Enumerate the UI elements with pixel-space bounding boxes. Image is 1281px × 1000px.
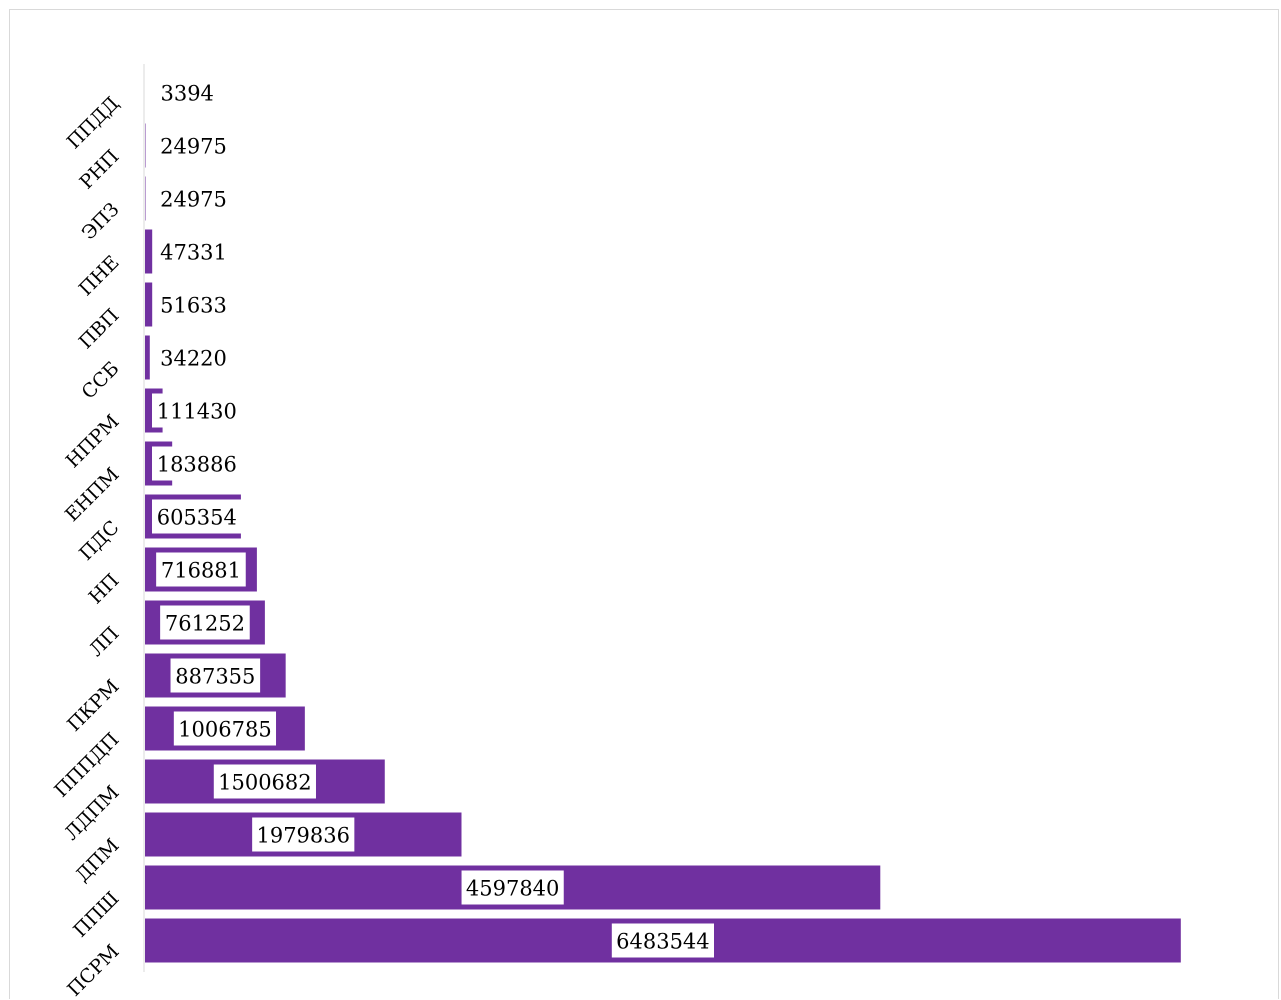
category-label-9: НП	[85, 569, 124, 608]
value-label-9: 716881	[161, 559, 241, 583]
value-label-14: 1979836	[256, 824, 350, 848]
value-label-10: 761252	[165, 612, 245, 636]
bar-3	[145, 230, 152, 274]
value-label-3: 47331	[160, 241, 227, 265]
value-label-2: 24975	[160, 188, 227, 212]
chart-area: 3394 24975 24975 47331 51633 34220 111430 18388…	[9, 9, 1279, 999]
category-label-14: ДПМ	[72, 834, 124, 886]
category-label-0: ППДД	[63, 92, 124, 153]
category-label-6: НПРМ	[62, 410, 124, 472]
category-label-10: ЛП	[85, 622, 123, 660]
category-label-2: ЭПЗ	[78, 198, 124, 244]
category-label-5: ССБ	[78, 357, 124, 403]
category-label-3: ПНЕ	[75, 251, 124, 300]
value-label-12: 1006785	[178, 718, 272, 742]
value-label-13: 1500682	[218, 771, 312, 795]
value-label-7: 183886	[157, 453, 237, 477]
value-label-16: 6483544	[616, 930, 710, 954]
bar-4	[145, 283, 152, 327]
bar-5	[145, 336, 150, 380]
category-label-16: ПСРМ	[63, 940, 123, 1000]
category-label-11: ПКРМ	[63, 675, 123, 735]
value-label-5: 34220	[160, 347, 227, 371]
bar-chart: 3394 24975 24975 47331 51633 34220 111430 18388…	[10, 10, 1281, 1000]
category-label-15: ППШ	[69, 887, 123, 941]
value-label-15: 4597840	[466, 877, 560, 901]
value-label-8: 605354	[157, 506, 237, 530]
category-label-4: ПВП	[75, 304, 124, 353]
value-label-0: 3394	[160, 82, 213, 106]
value-label-1: 24975	[160, 135, 227, 159]
category-label-7: ЕНПМ	[61, 463, 124, 526]
value-label-4: 51633	[160, 294, 227, 318]
category-label-1: РНП	[75, 145, 123, 193]
category-label-8: ПДС	[75, 516, 123, 564]
value-label-11: 887355	[175, 665, 255, 689]
value-label-6: 111430	[157, 400, 237, 424]
